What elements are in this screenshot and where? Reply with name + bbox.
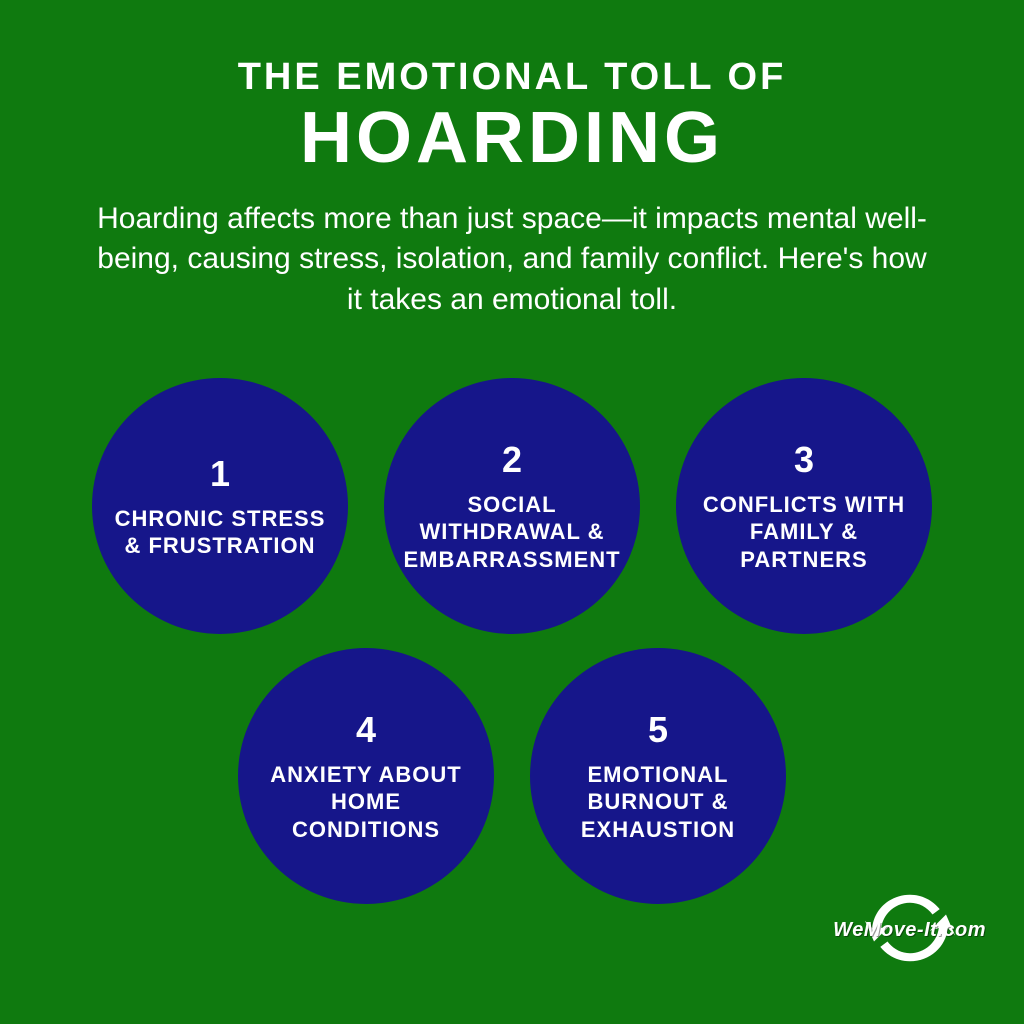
circle-3: 3 CONFLICTS WITH FAMILY & PARTNERS — [676, 378, 932, 634]
circle-label: CONFLICTS WITH FAMILY & PARTNERS — [696, 491, 912, 574]
circle-label: CHRONIC STRESS & FRUSTRATION — [112, 505, 328, 560]
circle-number: 4 — [356, 709, 376, 751]
circle-row-2: 4 ANXIETY ABOUT HOME CONDITIONS 5 EMOTIO… — [0, 648, 1024, 904]
circle-label: SOCIAL WITHDRAWAL & EMBARRASSMENT — [403, 491, 620, 574]
circle-2: 2 SOCIAL WITHDRAWAL & EMBARRASSMENT — [384, 378, 640, 634]
circle-5: 5 EMOTIONAL BURNOUT & EXHAUSTION — [530, 648, 786, 904]
circle-number: 1 — [210, 453, 230, 495]
infographic-canvas: THE EMOTIONAL TOLL OF HOARDING Hoarding … — [0, 0, 1024, 1024]
circle-label: ANXIETY ABOUT HOME CONDITIONS — [258, 761, 474, 844]
circle-grid: 1 CHRONIC STRESS & FRUSTRATION 2 SOCIAL … — [0, 0, 1024, 1024]
circle-number: 5 — [648, 709, 668, 751]
brand-logo-text: WeMove-It.com — [833, 919, 986, 942]
circle-number: 2 — [502, 439, 522, 481]
circle-4: 4 ANXIETY ABOUT HOME CONDITIONS — [238, 648, 494, 904]
circle-label: EMOTIONAL BURNOUT & EXHAUSTION — [550, 761, 766, 844]
circle-row-1: 1 CHRONIC STRESS & FRUSTRATION 2 SOCIAL … — [0, 378, 1024, 634]
circle-1: 1 CHRONIC STRESS & FRUSTRATION — [92, 378, 348, 634]
brand-logo: WeMove-It.com — [833, 889, 986, 990]
circle-number: 3 — [794, 439, 814, 481]
